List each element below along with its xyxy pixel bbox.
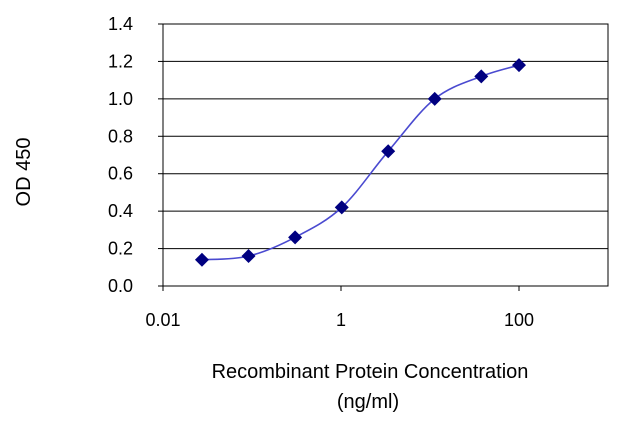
data-point-diamond: [427, 91, 442, 106]
x-tick-label: 0.01: [145, 310, 180, 330]
y-tick-label: 0.2: [108, 239, 133, 259]
data-point-diamond: [512, 58, 526, 73]
y-tick-label: 0.8: [108, 126, 133, 146]
x-tick-label: 1: [336, 310, 346, 330]
data-point-diamond: [334, 200, 349, 215]
data-point-diamond: [241, 249, 256, 264]
y-tick-label: 0.6: [108, 164, 133, 184]
y-tick-label: 1.0: [108, 89, 133, 109]
y-tick-label: 1.4: [108, 14, 133, 34]
fit-curve: [201, 64, 520, 261]
y-tick-label: 0.0: [108, 276, 133, 296]
plot-frame: [162, 23, 609, 287]
data-point-diamond: [474, 69, 489, 84]
x-axis-unit: (ng/ml): [337, 391, 399, 413]
y-tick-label: 1.2: [108, 51, 133, 71]
data-point-diamond: [194, 252, 209, 267]
y-tick-label: 0.4: [108, 201, 133, 221]
x-axis-ticks: 0.01 1 100: [145, 286, 534, 330]
data-point-diamond: [288, 230, 303, 245]
gridlines: [163, 60, 608, 250]
y-axis-ticks: 0.0 0.2 0.4 0.6 0.8 1.0 1.2 1.4: [108, 14, 163, 296]
data-points: [194, 58, 526, 267]
x-axis-label: Recombinant Protein Concentration: [212, 361, 529, 383]
y-axis-label: OD 450: [13, 138, 35, 207]
data-point-diamond: [381, 144, 396, 159]
x-tick-label: 100: [504, 310, 534, 330]
